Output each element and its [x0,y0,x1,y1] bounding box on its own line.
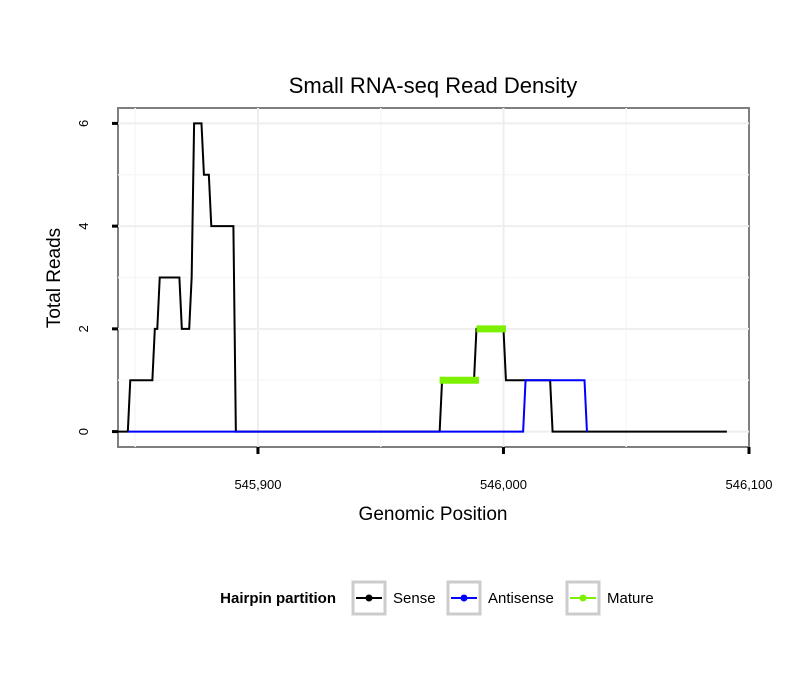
x-axis-label: Genomic Position [359,504,508,525]
y-axis-label: Total Reads [44,228,65,328]
legend-label-antisense: Antisense [488,590,554,607]
legend-key-antisense-point [460,594,468,602]
y-tick-label: 6 [76,120,91,127]
series-lines [118,122,727,433]
y-tick-label: 2 [76,325,91,332]
legend-key-sense-point [365,594,373,602]
axes: 0 2 4 6 545,900 546,000 546,100 [76,120,773,492]
legend-label-mature: Mature [607,590,654,607]
y-tick-label: 4 [76,223,91,230]
series-antisense-line [127,379,588,433]
y-tick-label: 0 [76,428,91,435]
legend-key-mature-point [579,594,587,602]
x-tick-label: 545,900 [234,477,281,492]
legend: Hairpin partition Sense Antisense Mature [220,580,654,616]
legend-title: Hairpin partition [220,590,336,607]
x-tick-label: 546,100 [726,477,773,492]
x-tick-label: 546,000 [480,477,527,492]
chart-title: Small RNA-seq Read Density [289,73,578,98]
legend-label-sense: Sense [393,590,436,607]
